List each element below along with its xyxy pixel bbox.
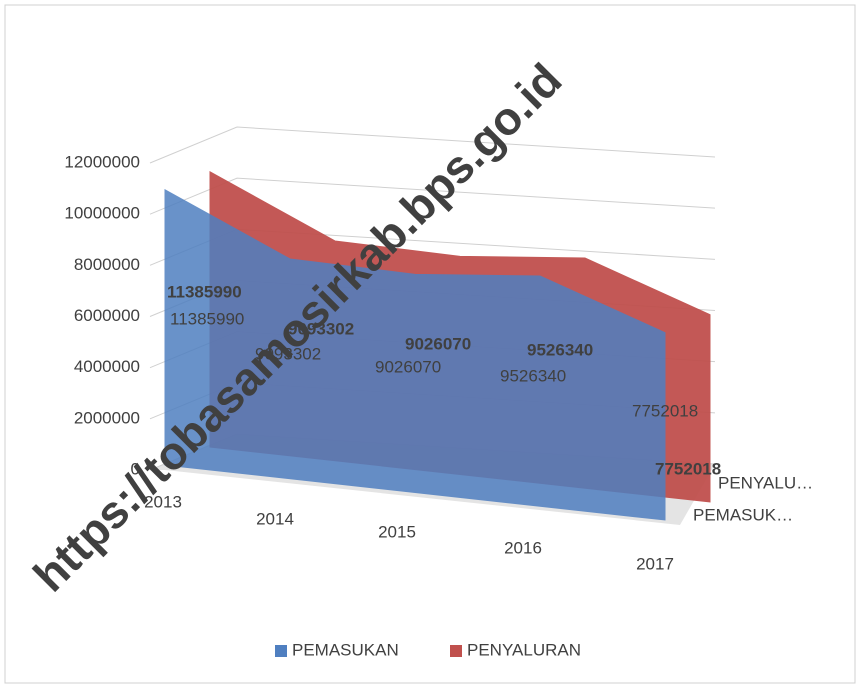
y-tick-label: 0 [131, 459, 140, 478]
y-tick-label: 2000000 [74, 408, 140, 427]
data-label: 9526340 [500, 366, 566, 385]
data-label: 9093302 [288, 319, 354, 338]
y-tick-label: 12000000 [64, 152, 140, 171]
data-label: 9526340 [527, 340, 593, 359]
legend-label: PENYALURAN [467, 640, 581, 659]
y-tick-label: 10000000 [64, 204, 140, 223]
data-label: 9026070 [405, 334, 471, 353]
y-tick-label: 8000000 [74, 255, 140, 274]
x-tick-label: 2017 [636, 554, 674, 573]
legend-swatch [450, 645, 462, 657]
x-tick-label: 2014 [256, 509, 294, 528]
x-tick-label: 2015 [378, 522, 416, 541]
x-tick-label: 2016 [504, 538, 542, 557]
depth-label: PENYALU… [718, 473, 813, 492]
data-label: 7752018 [655, 459, 721, 478]
grid-line [149, 126, 716, 164]
area [164, 188, 666, 521]
data-label: 11385990 [170, 309, 244, 328]
data-label: 9093302 [255, 344, 321, 363]
data-label: 11385990 [167, 282, 242, 301]
y-tick-label: 4000000 [74, 357, 140, 376]
legend-swatch [275, 645, 287, 657]
depth-label: PEMASUK… [693, 505, 793, 524]
y-tick-label: 6000000 [74, 306, 140, 325]
data-label: 7752018 [632, 401, 698, 420]
legend-label: PEMASUKAN [292, 640, 399, 659]
x-tick-label: 2013 [144, 492, 182, 511]
data-label: 9026070 [375, 357, 441, 376]
